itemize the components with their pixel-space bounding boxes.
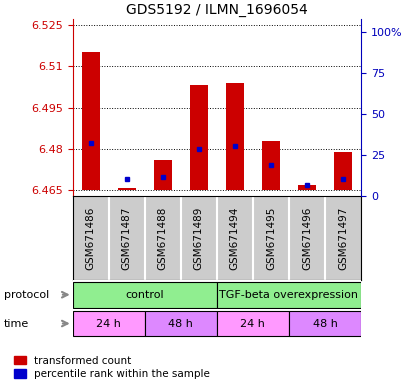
Bar [145,311,217,336]
Text: protocol: protocol [4,290,49,300]
Bar [262,141,280,190]
Bar [73,282,217,308]
Text: GSM671494: GSM671494 [230,206,240,270]
Bar [73,311,145,336]
Legend: transformed count, percentile rank within the sample: transformed count, percentile rank withi… [14,356,210,379]
Text: GSM671488: GSM671488 [158,206,168,270]
Bar [190,85,208,190]
Text: time: time [4,318,29,329]
Text: GSM671487: GSM671487 [122,206,132,270]
Text: 48 h: 48 h [168,318,193,329]
Text: GSM671496: GSM671496 [302,206,312,270]
Text: GSM671497: GSM671497 [338,206,348,270]
Title: GDS5192 / ILMN_1696054: GDS5192 / ILMN_1696054 [126,3,308,17]
Text: GSM671489: GSM671489 [194,206,204,270]
Text: 48 h: 48 h [312,318,337,329]
Text: 24 h: 24 h [96,318,121,329]
Text: control: control [125,290,164,300]
Bar [154,160,172,190]
Bar [118,187,136,190]
Bar [289,311,361,336]
Bar [217,282,361,308]
Bar [334,152,352,190]
Text: TGF-beta overexpression: TGF-beta overexpression [220,290,359,300]
Text: 24 h: 24 h [240,318,265,329]
Bar [217,311,289,336]
Bar [226,83,244,190]
Text: GSM671486: GSM671486 [85,206,95,270]
Bar [298,185,316,190]
Bar [82,52,100,190]
Text: GSM671495: GSM671495 [266,206,276,270]
